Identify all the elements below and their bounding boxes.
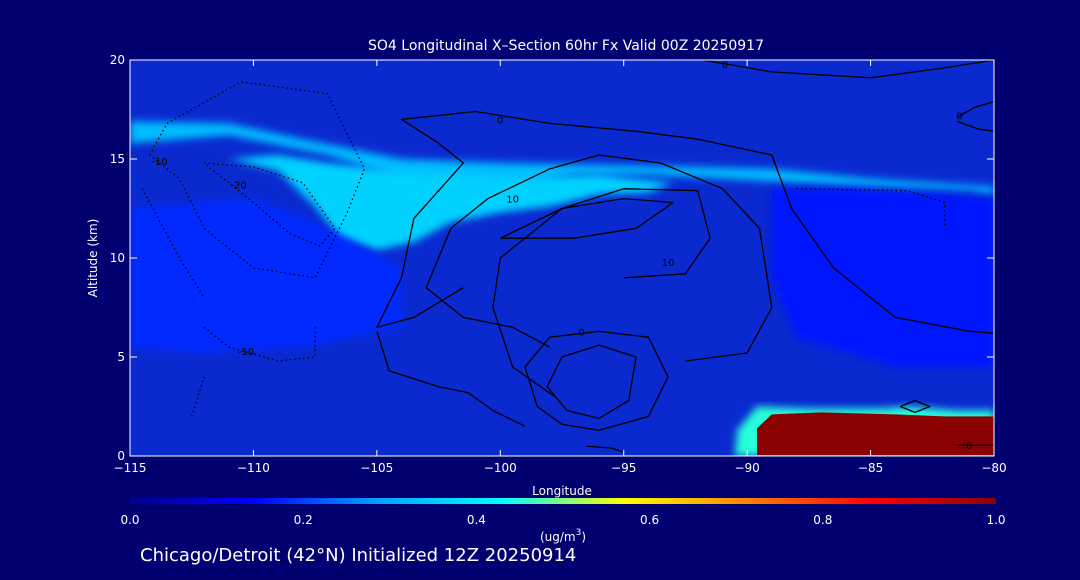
y-tick-label: 10 [110,251,125,265]
low-plume-core [757,412,994,455]
x-tick-label: −115 [114,461,147,475]
x-tick-label: −90 [734,461,759,475]
units-suffix: ) [581,530,586,544]
contour-line-12 [586,445,624,453]
contour-line-0 [376,110,994,334]
units-label: (ug/m [540,530,576,544]
chart-title: SO4 Longitudinal X–Section 60hr Fx Valid… [368,38,764,54]
contour-line-6 [376,331,526,427]
colorbar-tick-label: 0.6 [640,513,659,527]
contour-label-4: 0 [579,327,585,338]
colorbar-tick-label: 1.0 [986,513,1005,527]
x-tick-label: −95 [611,461,636,475]
x-tick-label: −85 [858,461,883,475]
contour-line-3 [500,197,674,239]
contour-label-0: 0 [497,115,503,126]
y-tick-label: 20 [110,53,125,67]
plot-area: 0 10 10 0 0 0 0 -10 -20 -10 [129,59,995,457]
upper-bright-band [130,121,994,195]
contour-label-11: 0 [966,441,972,452]
contour-line-13 [149,81,366,279]
contour-line-14 [203,162,336,247]
colorbar-ticks: 0.0 0.2 0.4 0.6 0.8 1.0 [120,513,1005,527]
y-tick-label: 5 [117,350,125,364]
mid-lighter-blue [130,198,402,353]
x-tick-label: −100 [484,461,517,475]
colorbar-gradient [130,498,996,504]
contour-label-2: 10 [662,258,675,269]
x-axis: −115 −110 −105 −100 −95 −90 −85 −80 [114,60,1007,475]
contour-line-4 [524,330,669,431]
footer-caption: Chicago/Detroit (42°N) Initialized 12Z 2… [140,545,576,566]
y-tick-label: 15 [110,152,125,166]
colorbar-tick-label: 0.8 [813,513,832,527]
y-axis-label: Altitude (km) [86,219,100,298]
colorbar: 0.0 0.2 0.4 0.6 0.8 1.0 (ug/m3) [120,498,1006,544]
contour-line-1 [425,154,773,362]
colorbar-units: (ug/m3) [540,528,586,544]
colorbar-tick-label: 0.2 [294,513,313,527]
upper-cyan-plume [228,155,674,251]
contour-line-5 [546,344,637,420]
contour-label-16: -10 [238,347,254,358]
x-axis-label: Longitude [532,484,592,498]
contour-line-7 [702,60,994,79]
contour-line-2 [492,188,711,398]
colorbar-tick-label: 0.4 [467,513,486,527]
x-tick-label: −80 [981,461,1006,475]
colorbar-tick-label: 0.0 [120,513,139,527]
contour-label-1: 10 [506,195,519,206]
units-superscript: 3 [576,528,582,538]
shaded-regions [130,121,994,456]
contour-labels: 0 10 10 0 0 0 0 -10 -20 -10 [151,60,972,452]
contour-label-7: 0 [722,60,728,71]
contour-label-13: -10 [151,157,167,168]
contour-lines [141,60,994,453]
contour-label-8: 0 [956,111,962,122]
y-tick-label: 0 [117,449,125,463]
x-tick-label: −110 [237,461,270,475]
contour-line-18 [796,188,946,229]
contour-line-10 [899,399,931,414]
contour-label-14: -20 [230,181,246,192]
contour-line-9 [956,120,994,132]
x-tick-label: −105 [360,461,393,475]
y-axis: 0 5 10 15 20 [110,53,994,463]
right-mid-lighter [771,188,994,367]
contour-line-8 [956,100,994,118]
